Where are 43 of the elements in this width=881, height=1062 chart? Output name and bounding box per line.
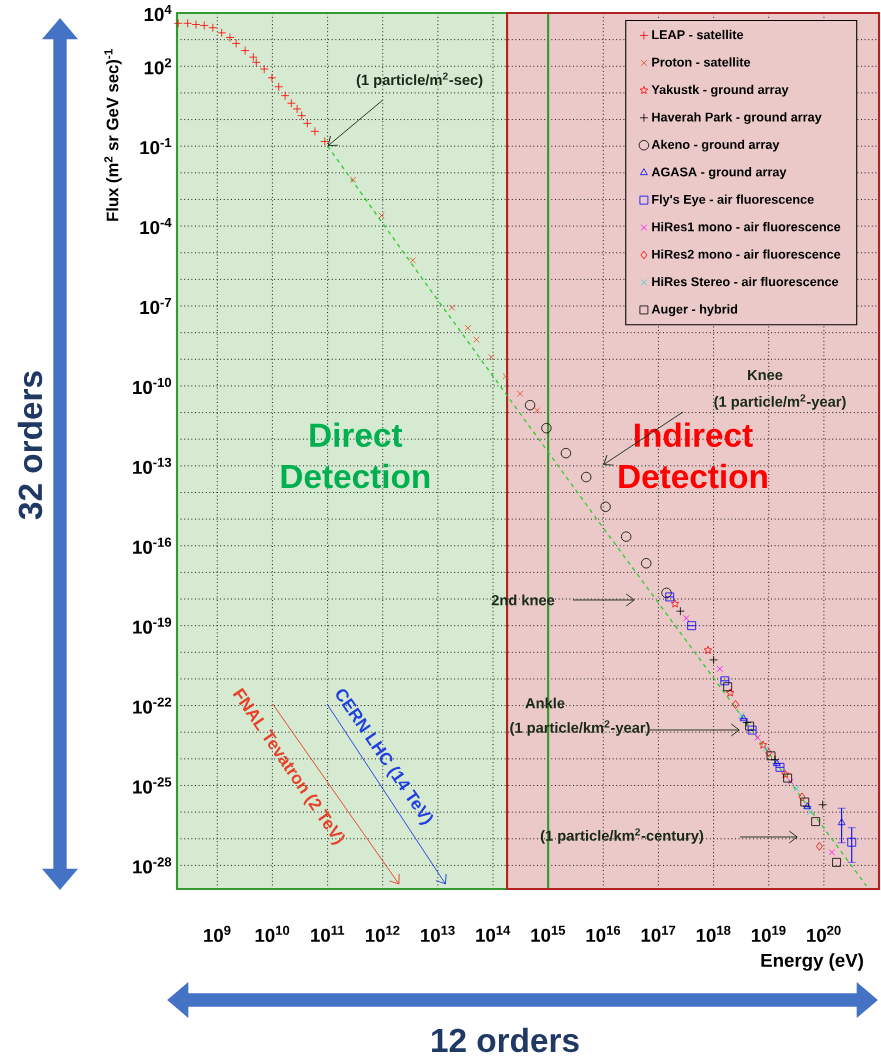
x-tick-label: 10$^{19}$ (751, 925, 786, 942)
legend-label: Akeno - ground array (651, 139, 780, 152)
band-label: Direct Detection (281, 422, 430, 489)
y-tick-label: 10$^{-19}$ (133, 617, 172, 634)
x-tick-label: 10$^{11}$ (311, 925, 345, 942)
legend-label: Haverah Park - ground array (652, 112, 822, 125)
y-tick-label: 10$^{-10}$ (133, 377, 172, 395)
legend-label: Yakustk - ground array (651, 84, 789, 97)
y-tick-label: 10$^{2}$ (144, 58, 172, 75)
x-tick-label: 10$^{10}$ (255, 925, 290, 942)
legend-label: LEAP - satellite (652, 29, 744, 40)
legend-label: HiRes Stereo - air fluorescence (652, 276, 839, 287)
legend-label: HiRes1 mono - air fluorescence (652, 221, 841, 232)
x-tick-label: 10$^{15}$ (531, 925, 566, 942)
y-tick-label: 10$^{4}$ (144, 4, 172, 22)
y-tick-label: 10$^{-7}$ (140, 297, 172, 315)
y-tick-label: 10$^{-16}$ (133, 537, 172, 554)
legend-label: Proton - satellite (652, 57, 751, 67)
y-tick-label: 10$^{-28}$ (133, 857, 172, 874)
legend-label: HiRes2 mono - air fluorescence (652, 249, 841, 259)
x-tick-label: 10$^{9}$ (204, 925, 231, 942)
annotation: (1 particle/m$^{2}$-sec) (356, 72, 483, 88)
x-tick-label: 10$^{20}$ (807, 925, 841, 942)
y-tick-label: 10$^{-4}$ (140, 218, 172, 235)
x-tick-label: 10$^{17}$ (641, 925, 676, 942)
x-tick-label: 10$^{13}$ (421, 925, 455, 942)
legend-label: Auger - hybrid (651, 304, 738, 317)
x-tick-label: 10$^{14}$ (476, 925, 511, 942)
y-tick-label: 10$^{-25}$ (133, 777, 172, 794)
text: 12 orders (432, 1027, 579, 1053)
y-tick-label: 10$^{-1}$ (140, 138, 172, 155)
text: 32 orders (17, 371, 43, 520)
legend-label: Fly's Eye - air fluorescence (652, 194, 814, 207)
y-tick-label: 10$^{-13}$ (133, 457, 172, 474)
y-tick-label: 10$^{-22}$ (133, 697, 172, 714)
annotation: (1 particle/m$^{2}$-year) (714, 394, 846, 410)
legend-label: AGASA - ground array (651, 167, 787, 179)
x-tick-label: 10$^{18}$ (696, 925, 731, 942)
x-tick-label: 10$^{16}$ (586, 925, 621, 942)
annotation: Knee (748, 369, 783, 381)
x-tick-label: 10$^{12}$ (365, 925, 400, 942)
x-axis-title: Energy (eV) (761, 953, 863, 971)
y-axis-title: Flux (m$^{2}$ sr GeV sec)$^{-1}$ (104, 49, 122, 221)
